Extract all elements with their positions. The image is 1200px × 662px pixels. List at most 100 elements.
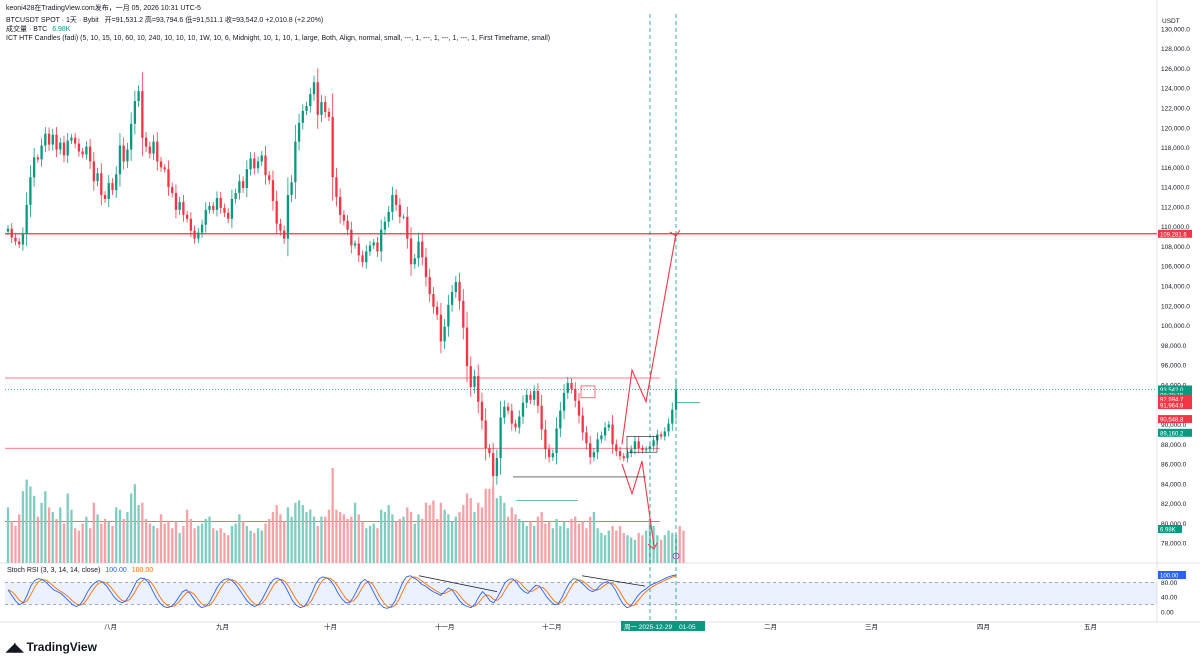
projection-up-arrowhead (669, 229, 681, 237)
candle-body (477, 376, 480, 402)
price-tick-label: 98,000.0 (1161, 343, 1187, 350)
time-tick-label: 四月 (977, 623, 990, 631)
event-marker-icon (672, 552, 680, 560)
candle-body (462, 300, 465, 328)
candle-body (357, 243, 360, 256)
candle-body (100, 173, 103, 196)
price-tick-label: 86,000.0 (1161, 462, 1187, 469)
candle-body (383, 221, 387, 230)
volume-bar (432, 500, 435, 563)
volume-bar (353, 502, 357, 563)
candle-body (648, 446, 652, 450)
stoch-rsi-label[interactable]: Stoch RSI (3, 3, 14, 14, close) (7, 567, 101, 574)
candle-body (633, 441, 637, 450)
price-tag-bg (1158, 385, 1192, 394)
candle-body (447, 304, 450, 327)
volume-bar (40, 502, 43, 563)
volume-bar (514, 514, 517, 563)
volume-bar (204, 518, 207, 563)
candle-body (562, 392, 566, 411)
volume-bar (51, 512, 54, 563)
volume-bar (47, 507, 51, 563)
candle-body (230, 198, 234, 219)
candle-body (454, 282, 457, 292)
price-tick-label: 104,000.0 (1161, 284, 1190, 291)
candle-body (652, 440, 655, 447)
volume-label[interactable]: 成交量 · BTC (6, 26, 48, 33)
price-tag-bg (1158, 229, 1192, 238)
price-tag-bg (1158, 415, 1192, 424)
symbol-line[interactable]: BTCUSDT SPOT · 1天 · Bybit (6, 17, 99, 24)
time-tick-label: 十月 (324, 622, 337, 631)
volume-bar (59, 507, 62, 563)
candle-body (10, 228, 13, 238)
candle-body (279, 223, 282, 231)
volume-bar (484, 488, 487, 563)
candle-body (458, 282, 461, 301)
candle-body (417, 241, 420, 259)
candle-body (62, 142, 66, 156)
time-tick-label: 五月 (1084, 623, 1097, 631)
volume-bar (152, 525, 155, 563)
volume-bar (383, 512, 387, 563)
volume-bar (21, 491, 25, 563)
candle-body (450, 291, 454, 305)
symbol-header: BTCUSDT SPOT · 1天 · Bybit 开=91,531.2 高=9… (6, 16, 323, 25)
candle-body (144, 137, 148, 147)
candle-body (592, 452, 596, 458)
price-tick-label: 110,000.0 (1161, 224, 1190, 231)
candle-body (506, 406, 510, 411)
volume-bar (286, 507, 290, 563)
candle-body (488, 448, 491, 454)
price-tick-label: 118,000.0 (1161, 145, 1190, 152)
candle-body (47, 133, 51, 145)
volume-bar (342, 514, 346, 563)
candle-body (372, 242, 375, 246)
stoch-rsi-header: Stoch RSI (3, 3, 14, 14, close) 100.00 1… (7, 567, 153, 574)
candle-body (607, 424, 610, 428)
volume-bar (163, 523, 166, 563)
indicator-line[interactable]: ICT HTF Candles (fadi) (5, 10, 15, 10, 6… (6, 35, 551, 42)
projection-down-arrowhead (647, 542, 658, 550)
volume-bar (391, 514, 394, 563)
candle-body (521, 402, 525, 417)
candle-body (353, 243, 357, 246)
tradingview-logo[interactable]: ◢◣ TradingView (6, 640, 97, 654)
candle-body (641, 448, 644, 451)
candle-body (618, 451, 622, 457)
volume-bar (413, 523, 416, 563)
tradingview-logo-icon: ◢◣ (6, 640, 23, 654)
volume-bar (144, 518, 148, 563)
candle-body (245, 169, 248, 189)
candle-body (223, 207, 226, 213)
volume-bar (241, 521, 245, 563)
candle-body (365, 251, 368, 263)
candle-body (185, 214, 189, 219)
volume-bar (215, 530, 219, 563)
price-tick-label: 80,000.0 (1161, 521, 1187, 528)
stoch-k-line (7, 574, 677, 609)
candle-body (253, 158, 256, 169)
candle-body (25, 204, 28, 234)
candle-body (40, 145, 43, 160)
volume-bar (562, 521, 566, 563)
stoch-d-line (7, 575, 677, 608)
candle-body (432, 293, 435, 307)
volume-bar (182, 525, 185, 563)
volume-bar (36, 516, 40, 563)
volume-bar (234, 523, 237, 563)
volume-bar (536, 516, 540, 563)
candle-body (118, 145, 122, 175)
candle-body (260, 155, 263, 162)
volume-bar (197, 525, 200, 563)
volume-bar (260, 530, 263, 563)
crosshair-time-bg (621, 621, 705, 631)
volume-bar (633, 539, 637, 563)
candle-body (271, 180, 275, 201)
volume-bar (81, 523, 84, 563)
candle-body (74, 137, 77, 144)
volume-bar (62, 523, 66, 563)
candle-body (421, 241, 424, 258)
price-tick-label: 130,000.0 (1161, 26, 1190, 33)
candle-body (611, 424, 614, 445)
